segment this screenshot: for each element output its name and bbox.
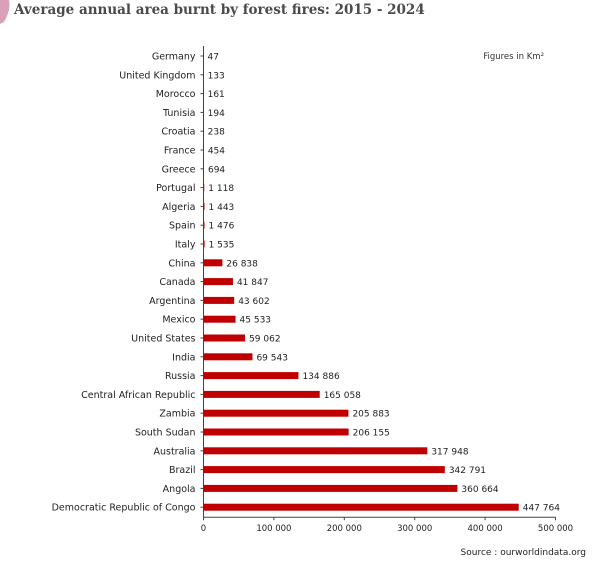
bar	[203, 334, 246, 342]
bar	[203, 372, 299, 380]
category-label: Germany	[152, 52, 196, 63]
bar	[203, 428, 349, 436]
bar	[203, 447, 428, 455]
x-tick-label: 500 000	[538, 524, 573, 534]
value-label: 205 883	[352, 410, 389, 420]
value-label: 317 948	[431, 447, 468, 457]
value-label: 342 791	[449, 466, 486, 476]
value-label: 26 838	[226, 259, 258, 269]
category-label: Croatia	[161, 127, 195, 138]
x-tick-label: 400 000	[468, 524, 503, 534]
bar	[203, 259, 223, 267]
category-label: Spain	[169, 221, 196, 232]
category-label: Tunisia	[162, 108, 195, 119]
x-tick-label: 300 000	[397, 524, 432, 534]
value-label: 45 533	[240, 316, 272, 326]
bar	[203, 409, 349, 417]
bar	[203, 484, 458, 492]
bar	[203, 315, 236, 323]
bar	[203, 296, 235, 304]
category-label: Algeria	[162, 202, 195, 213]
category-label: United Kingdom	[119, 70, 195, 81]
bar	[203, 278, 233, 286]
value-label: 454	[208, 147, 225, 157]
source-credit: Source : ourworldindata.org	[460, 548, 586, 558]
bar	[203, 240, 205, 248]
bar	[203, 184, 205, 192]
value-label: 694	[208, 165, 225, 175]
value-label: 165 058	[324, 391, 361, 401]
unit-note: Figures in Km²	[483, 52, 544, 62]
category-label: Greece	[162, 164, 196, 175]
category-label: Angola	[163, 484, 196, 495]
x-tick-label: 200 000	[327, 524, 362, 534]
value-label: 134 886	[302, 372, 339, 382]
bar	[203, 503, 519, 511]
value-label: 194	[208, 109, 225, 119]
x-tick-label: 100 000	[256, 524, 291, 534]
value-label: 161	[208, 90, 225, 100]
value-label: 47	[208, 53, 219, 63]
x-tick-label: 0	[201, 524, 206, 534]
value-label: 41 847	[237, 278, 268, 288]
category-label: Democratic Republic of Congo	[52, 503, 196, 514]
category-label: Australia	[153, 446, 195, 457]
category-label: Canada	[159, 277, 195, 288]
value-label: 43 602	[238, 297, 270, 307]
bar	[203, 466, 445, 474]
category-label: Mexico	[162, 315, 195, 326]
chart-title: Average annual area burnt by forest fire…	[14, 2, 425, 18]
value-label: 360 664	[461, 485, 498, 495]
category-label: Portugal	[156, 183, 195, 194]
value-label: 1 118	[208, 184, 234, 194]
value-label: 1 535	[209, 241, 235, 251]
value-label: 1 476	[209, 222, 235, 232]
category-label: India	[172, 352, 195, 363]
bar	[203, 353, 253, 361]
category-label: Argentina	[149, 296, 195, 307]
value-label: 238	[208, 128, 225, 138]
category-label: South Sudan	[135, 428, 196, 439]
value-label: 447 764	[523, 504, 560, 514]
category-label: France	[164, 146, 196, 157]
bar	[203, 221, 205, 229]
category-label: Brazil	[169, 465, 196, 476]
value-label: 59 062	[249, 335, 281, 345]
category-label: Zambia	[159, 409, 195, 420]
category-label: Russia	[165, 371, 196, 382]
bar-chart: Germany 47 United Kingdom 133 Morocco 161 Tuni…	[52, 46, 573, 534]
category-label: China	[168, 258, 195, 269]
value-label: 1 443	[209, 203, 235, 213]
value-label: 206 155	[353, 429, 390, 439]
category-label: Italy	[175, 240, 196, 251]
value-label: 133	[208, 71, 225, 81]
bar	[203, 202, 205, 210]
category-label: Morocco	[156, 89, 196, 100]
category-label: Central African Republic	[81, 390, 195, 401]
value-label: 69 543	[256, 353, 288, 363]
category-label: United States	[131, 334, 195, 345]
bar	[203, 390, 320, 398]
